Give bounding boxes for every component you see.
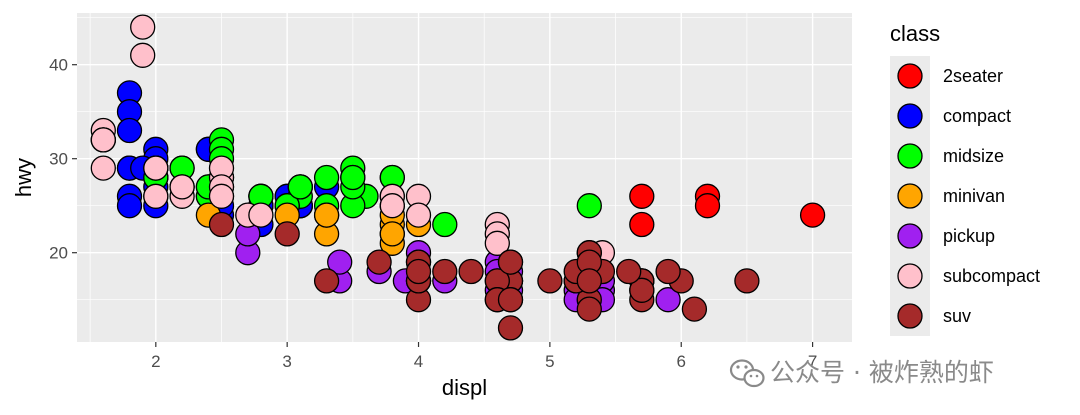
data-point-suv — [537, 268, 563, 294]
data-point-suv — [629, 277, 655, 303]
data-point-suv — [274, 221, 300, 247]
data-point-subcompact — [143, 183, 169, 209]
x-tick-label: 4 — [414, 352, 423, 371]
y-axis-title: hwy — [11, 158, 36, 197]
data-point-minivan — [313, 202, 340, 228]
data-point-suv — [366, 249, 392, 275]
data-point-suv — [458, 258, 484, 285]
data-point-compact — [116, 117, 143, 144]
data-point-suv — [576, 268, 602, 294]
data-point-midsize — [287, 174, 313, 200]
data-point-2seater — [694, 193, 721, 219]
legend-swatch-2seater — [897, 63, 923, 89]
legend-label-midsize: midsize — [943, 146, 1004, 166]
watermark: 公众号 · 被炸熟的虾 — [729, 358, 994, 388]
data-point-suv — [497, 249, 524, 275]
legend-label-compact: compact — [943, 106, 1011, 126]
data-point-subcompact — [208, 183, 235, 209]
legend-swatch-compact — [897, 103, 923, 129]
legend-swatch-midsize — [897, 143, 923, 169]
data-point-suv — [405, 258, 432, 285]
data-point-suv — [576, 296, 602, 322]
x-axis-title: displ — [442, 375, 487, 400]
data-point-compact — [116, 193, 143, 219]
axes: 2 3 4 5 6 7 20 30 40 — [49, 56, 817, 371]
legend-items: 2seater compact midsize minivan pickup subcom… — [897, 63, 1040, 329]
data-point-pickup — [655, 287, 681, 313]
data-point-suv — [497, 315, 524, 341]
data-point-subcompact — [130, 14, 156, 40]
data-points — [90, 14, 826, 341]
data-point-subcompact — [130, 42, 156, 68]
legend-title: class — [890, 21, 940, 46]
data-point-suv — [616, 258, 642, 285]
data-point-subcompact — [484, 230, 510, 256]
data-point-suv — [655, 258, 681, 285]
legend-label-suv: suv — [943, 306, 971, 326]
plot-panel — [77, 13, 852, 342]
y-tick-label: 30 — [49, 150, 68, 169]
x-tick-label: 2 — [151, 352, 160, 371]
wechat-icon — [729, 359, 765, 388]
data-point-subcompact — [169, 174, 195, 200]
data-point-subcompact — [143, 155, 169, 181]
data-point-pickup — [327, 249, 353, 275]
legend-swatch-subcompact — [897, 263, 923, 289]
legend-swatch-pickup — [897, 223, 923, 249]
data-point-suv — [208, 211, 235, 238]
data-point-midsize — [340, 164, 366, 191]
data-point-suv — [313, 268, 340, 294]
data-point-subcompact — [90, 155, 116, 181]
x-tick-label: 5 — [545, 352, 554, 371]
legend-swatch-minivan — [897, 183, 923, 209]
legend-swatch-suv — [897, 303, 923, 329]
data-point-midsize — [576, 193, 602, 219]
legend-label-2seater: 2seater — [943, 66, 1003, 86]
data-point-subcompact — [379, 193, 405, 219]
legend-label-minivan: minivan — [943, 186, 1005, 206]
data-point-suv — [497, 287, 524, 313]
x-tick-label: 7 — [808, 352, 817, 371]
x-tick-label: 3 — [282, 352, 291, 371]
data-point-midsize — [432, 211, 458, 238]
data-point-2seater — [799, 202, 826, 228]
data-point-minivan — [379, 221, 405, 247]
y-tick-label: 40 — [49, 56, 68, 75]
legend-label-subcompact: subcompact — [943, 266, 1040, 286]
data-point-suv — [681, 296, 708, 322]
data-point-2seater — [629, 211, 655, 238]
data-point-subcompact — [405, 202, 432, 228]
data-point-2seater — [629, 183, 655, 209]
watermark-text: 公众号 · 被炸熟的虾 — [770, 358, 994, 387]
data-point-subcompact — [248, 202, 274, 228]
legend-label-pickup: pickup — [943, 226, 995, 246]
y-tick-label: 20 — [49, 244, 68, 263]
x-tick-label: 6 — [677, 352, 686, 371]
data-point-suv — [734, 268, 760, 294]
data-point-midsize — [313, 164, 340, 191]
legend: class 2seater compact midsize minivan pickup… — [890, 21, 1040, 336]
data-point-suv — [432, 258, 458, 285]
data-point-subcompact — [90, 127, 116, 153]
